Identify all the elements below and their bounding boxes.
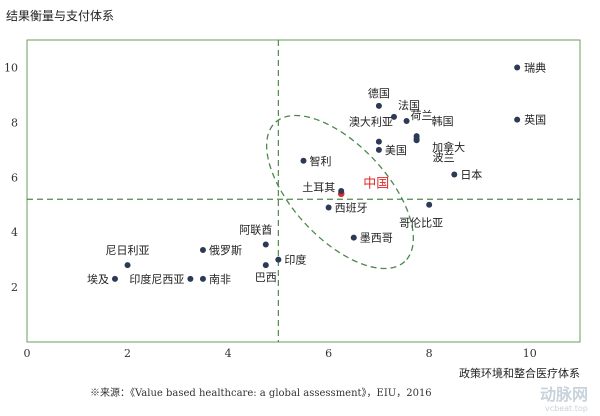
data-point [275,256,282,263]
point-label: 加拿大 [432,140,465,154]
x-tick-label: 2 [124,347,131,360]
y-tick-label: 10 [4,61,18,74]
point-label: 德国 [368,86,390,100]
data-point [514,116,521,123]
point-label: 墨西哥 [360,232,393,245]
x-tick-label: 10 [523,347,537,360]
point-label: 埃及 [87,272,109,286]
data-point [375,138,382,145]
point-label: 波兰 [433,151,455,164]
data-point [451,171,458,178]
data-point [300,157,307,164]
point-label: 巴西 [255,271,277,284]
highlight-ellipse [266,114,414,270]
point-label: 南非 [209,273,231,286]
point-label: 中国 [363,177,389,192]
point-label: 西班牙 [335,201,368,214]
watermark-logo: 动脉网 [540,385,588,404]
point-label: 荷兰 [411,109,433,122]
data-point [262,262,269,269]
point-label: 俄罗斯 [209,244,242,257]
y-ticks: 2 4 6 8 10 [4,61,18,294]
source-note: ※来源：《Value based healthcare: a global as… [90,386,432,399]
point-label: 韩国 [432,114,454,128]
y-tick-label: 8 [11,116,18,129]
point-label: 印度 [284,253,306,267]
y-axis-label: 结果衡量与支付体系 [6,9,114,23]
point-label: 法国 [398,98,420,112]
watermark-url: vcbeat.top [545,404,588,413]
data-point [375,146,382,153]
x-tick-label: 4 [225,347,232,360]
y-tick-label: 4 [11,226,18,239]
data-point [426,201,433,208]
data-point [124,262,131,269]
data-point [514,64,521,71]
x-axis-label: 政策环境和整合医疗体系 [459,366,580,380]
point-label: 日本 [460,168,482,182]
data-point [375,102,382,109]
data-point [390,113,397,120]
point-label: 印度尼西亚 [129,272,184,286]
x-tick-label: 6 [325,347,332,360]
x-tick-label: 8 [426,347,433,360]
point-label: 英国 [524,113,546,127]
point-label: 阿联酋 [239,223,272,237]
data-point [199,275,206,282]
x-ticks: 0 2 4 6 8 10 [24,347,537,360]
y-tick-label: 6 [11,171,18,184]
data-point [111,275,118,282]
plot-frame [26,39,581,343]
data-point [413,135,420,142]
point-label: 智利 [310,154,332,168]
point-label: 尼日利亚 [106,244,150,257]
data-point [187,275,194,282]
point-label: 瑞典 [524,60,546,74]
point-label: 土耳其 [302,181,335,194]
data-point [403,117,410,124]
data-point [325,204,332,211]
data-point [262,241,269,248]
y-tick-label: 2 [11,281,18,294]
data-point [350,234,357,241]
point-label: 美国 [385,144,407,157]
data-point [338,188,345,194]
point-label: 澳大利亚 [349,115,393,129]
data-point [199,247,206,254]
x-tick-label: 0 [24,347,31,360]
point-label: 哥伦比亚 [399,216,443,230]
